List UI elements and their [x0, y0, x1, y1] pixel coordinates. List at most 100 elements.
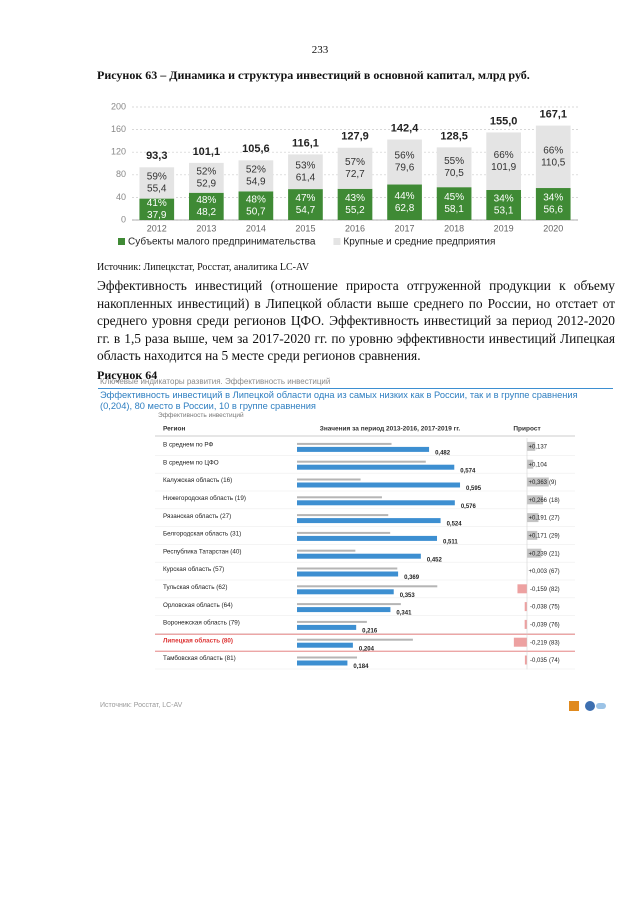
- share-label: 48%: [196, 195, 216, 206]
- total-label: 93,3: [146, 150, 167, 162]
- value-label: 0,576: [461, 504, 477, 510]
- bar-segment: [436, 147, 472, 188]
- bar-earlier: [297, 603, 401, 606]
- growth-label: +0,104: [528, 462, 547, 468]
- growth-bar: [513, 637, 527, 647]
- share-label: 52%: [196, 166, 216, 177]
- region-label: Рязанская область (27): [163, 512, 231, 520]
- value-label: 0,341: [396, 611, 412, 617]
- growth-bar: [527, 459, 534, 469]
- bar-segment: [486, 189, 522, 220]
- y-tick-label: 160: [111, 124, 126, 134]
- bar-recent: [297, 624, 357, 630]
- paragraph: Эффективность инвестиций (отношение прир…: [97, 278, 615, 363]
- value-label: 52,9: [197, 178, 217, 189]
- figure-caption: Рисунок 63 – Динамика и структура инвест…: [97, 68, 530, 82]
- growth-label: +0,239: [528, 551, 547, 557]
- bar-earlier: [297, 620, 367, 623]
- bar-earlier: [297, 478, 361, 481]
- value-label: 79,6: [395, 163, 415, 174]
- bar-segment: [188, 192, 224, 220]
- value-label: 54,9: [246, 176, 266, 187]
- bar-segment: [288, 189, 323, 220]
- value-label: 70,5: [444, 168, 464, 179]
- total-label: 101,1: [193, 146, 221, 158]
- bar-earlier: [297, 460, 426, 463]
- x-tick-label: 2014: [246, 223, 266, 233]
- chart: 0 40 80 120 160 200 2012 41%37,9 59%55,4 93,3 2013…: [111, 101, 578, 248]
- bar-recent: [297, 518, 441, 524]
- growth-bar: [527, 495, 543, 505]
- bar-earlier: [297, 531, 391, 534]
- growth-label: -0,159: [530, 587, 548, 593]
- value-label: 0,204: [359, 646, 375, 652]
- bar-earlier: [297, 567, 398, 570]
- region-label: Тамбовская область (81): [163, 654, 236, 662]
- growth-bar: [517, 584, 527, 594]
- x-tick-label: 2017: [395, 223, 415, 233]
- region-label: Калужская область (16): [163, 476, 232, 484]
- logo: [569, 701, 579, 711]
- share-label: 55%: [444, 156, 464, 167]
- logo: [585, 701, 595, 711]
- chart: Регион Значения за период 2013-2016, 2017…: [155, 426, 575, 670]
- growth-bar: [527, 548, 542, 558]
- value-label: 0,353: [400, 593, 416, 599]
- value-label: 62,8: [395, 203, 415, 214]
- value-label: 0,524: [447, 522, 463, 528]
- share-label: 41%: [147, 198, 167, 209]
- growth-label: -0,035: [530, 658, 548, 664]
- x-tick-label: 2019: [494, 223, 514, 233]
- value-label: 48,2: [197, 207, 217, 218]
- bar-earlier: [297, 638, 413, 641]
- page-number: 233: [311, 44, 329, 56]
- subtitle: Эффективность инвестиций: [158, 412, 244, 419]
- bar-recent: [297, 607, 391, 613]
- source: Источник: Росстат, LC-AV: [100, 702, 183, 709]
- value-label: 0,184: [353, 664, 369, 670]
- value-label: 110,5: [541, 157, 566, 168]
- bar-segment: [436, 187, 472, 220]
- region-label: Тульская область (62): [163, 583, 227, 591]
- y-tick-label: 40: [116, 192, 126, 202]
- bar-earlier: [297, 514, 389, 517]
- value-label: 37,9: [147, 210, 167, 221]
- region-label: Воронежская область (79): [163, 619, 240, 627]
- value-label: 0,511: [443, 539, 458, 545]
- share-label: 66%: [543, 145, 563, 156]
- region-label: Республика Татарстан (40): [163, 547, 242, 555]
- share-label: 53%: [295, 160, 315, 171]
- region-label: Нижегородская область (19): [163, 494, 246, 502]
- legend-label: Субъекты малого предпринимательства: [128, 236, 316, 248]
- total-label: 116,1: [292, 137, 319, 149]
- share-label: 43%: [345, 193, 365, 204]
- region-label: Липецкая область (80): [163, 636, 233, 644]
- share-label: 48%: [246, 194, 266, 205]
- value-label: 53,1: [494, 206, 514, 217]
- region-label: В среднем по ЦФО: [163, 459, 219, 466]
- bar-segment: [535, 125, 571, 189]
- share-label: 56%: [395, 151, 415, 162]
- bar-segment: [139, 198, 175, 220]
- bar-recent: [297, 482, 461, 488]
- value-label: 0,369: [404, 575, 420, 581]
- value-label: 54,7: [296, 205, 316, 216]
- growth-label: -0,039: [530, 622, 548, 628]
- value-label: 50,7: [246, 206, 266, 217]
- growth-bar: [524, 619, 527, 629]
- growth-label: +0,171: [528, 533, 547, 539]
- total-label: 167,1: [539, 108, 567, 120]
- total-label: 142,4: [391, 122, 419, 134]
- region-label: Белгородская область (31): [163, 530, 241, 538]
- rank-label: (29): [549, 533, 560, 539]
- bar-earlier: [297, 549, 356, 552]
- value-label: 101,9: [491, 162, 516, 173]
- bar-segment: [337, 188, 373, 220]
- total-label: 128,5: [440, 130, 468, 142]
- y-tick-label: 0: [121, 214, 126, 224]
- bar-recent: [297, 571, 399, 577]
- share-label: 59%: [147, 172, 167, 183]
- bar-segment: [387, 184, 422, 220]
- y-tick-label: 120: [111, 147, 126, 157]
- bar-earlier: [297, 585, 438, 588]
